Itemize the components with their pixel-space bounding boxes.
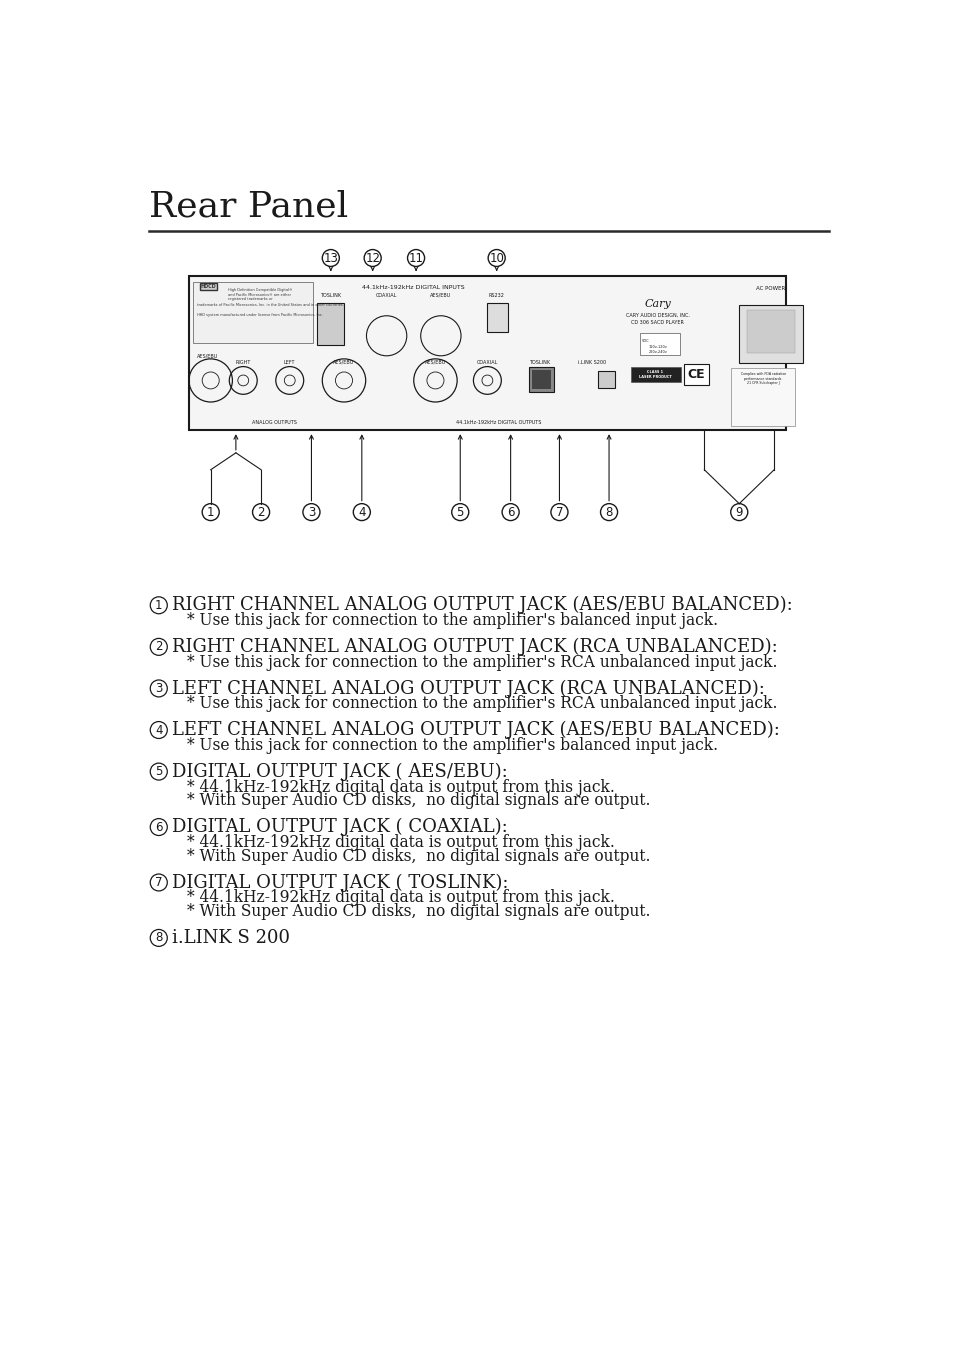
Text: 12: 12 xyxy=(365,252,380,264)
Text: 4: 4 xyxy=(357,506,365,519)
Bar xyxy=(189,276,785,430)
Text: 1: 1 xyxy=(154,599,162,612)
Text: * Use this jack for connection to the amplifier's RCA unbalanced input jack.: * Use this jack for connection to the am… xyxy=(187,654,777,671)
Text: TOSLINK: TOSLINK xyxy=(320,293,341,298)
Text: trademarks of Pacific Microsonics, Inc. in the United States and in other countr: trademarks of Pacific Microsonics, Inc. … xyxy=(196,303,343,307)
Text: TOSLINK: TOSLINK xyxy=(528,360,549,365)
Text: AES/EBU: AES/EBU xyxy=(424,360,446,365)
Text: 4: 4 xyxy=(154,724,162,736)
Bar xyxy=(486,303,508,332)
Text: COAXIAL: COAXIAL xyxy=(476,360,497,365)
Text: 220v-240v: 220v-240v xyxy=(648,350,667,355)
Bar xyxy=(746,310,794,353)
Text: AC POWER: AC POWER xyxy=(755,287,784,291)
Text: 2: 2 xyxy=(257,506,265,519)
Text: DIGITAL OUTPUT JACK ( COAXIAL):: DIGITAL OUTPUT JACK ( COAXIAL): xyxy=(172,818,507,836)
Text: * With Super Audio CD disks,  no digital signals are output.: * With Super Audio CD disks, no digital … xyxy=(187,793,650,809)
Text: AES/EBU: AES/EBU xyxy=(196,353,218,359)
Text: 5: 5 xyxy=(155,766,162,778)
Text: * 44.1kHz-192kHz digital data is output from this jack.: * 44.1kHz-192kHz digital data is output … xyxy=(187,834,615,851)
Text: 2: 2 xyxy=(154,640,162,654)
Text: * With Super Audio CD disks,  no digital signals are output.: * With Super Audio CD disks, no digital … xyxy=(187,903,650,921)
Text: High Definition Compatible Digital®
and Pacific Microsonics® are either
register: High Definition Compatible Digital® and … xyxy=(228,288,292,301)
Text: 11: 11 xyxy=(408,252,423,264)
Text: * Use this jack for connection to the amplifier's RCA unbalanced input jack.: * Use this jack for connection to the am… xyxy=(187,696,777,712)
Text: CD 306 SACD PLAYER: CD 306 SACD PLAYER xyxy=(631,321,683,325)
Text: 10: 10 xyxy=(489,252,503,264)
Text: LEFT CHANNEL ANALOG OUTPUT JACK (AES/EBU BALANCED):: LEFT CHANNEL ANALOG OUTPUT JACK (AES/EBU… xyxy=(172,721,779,739)
Text: Rear Panel: Rear Panel xyxy=(149,190,348,224)
Text: 110v-120v: 110v-120v xyxy=(648,345,667,349)
Text: CARY AUDIO DESIGN, INC.: CARY AUDIO DESIGN, INC. xyxy=(625,313,689,318)
Text: 13: 13 xyxy=(323,252,338,264)
Text: * Use this jack for connection to the amplifier's balanced input jack.: * Use this jack for connection to the am… xyxy=(187,737,718,754)
Text: VDC: VDC xyxy=(641,338,649,342)
Text: DIGITAL OUTPUT JACK ( AES/EBU):: DIGITAL OUTPUT JACK ( AES/EBU): xyxy=(172,763,507,780)
Text: 1: 1 xyxy=(207,506,214,519)
Text: 9: 9 xyxy=(735,506,742,519)
Bar xyxy=(193,282,313,344)
Text: DIGITAL OUTPUT JACK ( TOSLINK):: DIGITAL OUTPUT JACK ( TOSLINK): xyxy=(172,874,508,891)
Text: 8: 8 xyxy=(605,506,612,519)
Text: HDCD: HDCD xyxy=(200,284,216,288)
Text: Complies with FDA radiation
performance standards.
21 CFR Subchapter J: Complies with FDA radiation performance … xyxy=(740,372,785,386)
Text: 8: 8 xyxy=(155,931,162,945)
Text: * With Super Audio CD disks,  no digital signals are output.: * With Super Audio CD disks, no digital … xyxy=(187,848,650,865)
Text: HHD system manufactured under license from Pacific Microsonics, Inc.: HHD system manufactured under license fr… xyxy=(196,313,322,317)
Text: 6: 6 xyxy=(506,506,514,519)
Text: AES/EBU: AES/EBU xyxy=(333,360,355,365)
Text: * 44.1kHz-192kHz digital data is output from this jack.: * 44.1kHz-192kHz digital data is output … xyxy=(187,779,615,795)
Bar xyxy=(630,367,680,381)
Text: RS232: RS232 xyxy=(488,293,504,298)
Text: AES/EBU: AES/EBU xyxy=(430,293,451,298)
Text: i.LINK S 200: i.LINK S 200 xyxy=(172,929,290,946)
Text: 3: 3 xyxy=(155,682,162,696)
Text: RIGHT CHANNEL ANALOG OUTPUT JACK (AES/EBU BALANCED):: RIGHT CHANNEL ANALOG OUTPUT JACK (AES/EB… xyxy=(172,596,792,615)
Text: CLASS 1
LASER PRODUCT: CLASS 1 LASER PRODUCT xyxy=(639,369,671,379)
Text: ANALOG OUTPUTS: ANALOG OUTPUTS xyxy=(252,421,296,426)
Bar xyxy=(529,368,554,392)
Text: i.LINK S200: i.LINK S200 xyxy=(578,360,605,365)
Text: CE: CE xyxy=(687,368,704,380)
Text: 7: 7 xyxy=(555,506,562,519)
Text: * 44.1kHz-192kHz digital data is output from this jack.: * 44.1kHz-192kHz digital data is output … xyxy=(187,890,615,906)
Text: COAXIAL: COAXIAL xyxy=(375,293,396,298)
Bar xyxy=(316,303,344,345)
Text: 44.1kHz-192kHz DIGITAL OUTPUTS: 44.1kHz-192kHz DIGITAL OUTPUTS xyxy=(456,421,541,426)
Text: * Use this jack for connection to the amplifier's balanced input jack.: * Use this jack for connection to the am… xyxy=(187,612,718,630)
Text: 6: 6 xyxy=(154,821,162,833)
Bar xyxy=(739,305,802,363)
Bar xyxy=(532,371,550,390)
Text: LEFT: LEFT xyxy=(284,360,295,365)
Text: LEFT CHANNEL ANALOG OUTPUT JACK (RCA UNBALANCED):: LEFT CHANNEL ANALOG OUTPUT JACK (RCA UNB… xyxy=(172,679,764,697)
Text: RIGHT: RIGHT xyxy=(235,360,251,365)
Text: 3: 3 xyxy=(308,506,314,519)
Bar xyxy=(731,368,794,426)
Bar xyxy=(639,333,679,355)
Text: Cary: Cary xyxy=(644,299,671,309)
Text: RIGHT CHANNEL ANALOG OUTPUT JACK (RCA UNBALANCED):: RIGHT CHANNEL ANALOG OUTPUT JACK (RCA UN… xyxy=(172,638,777,656)
Text: 5: 5 xyxy=(456,506,463,519)
Text: 44.1kHz-192kHz DIGITAL INPUTS: 44.1kHz-192kHz DIGITAL INPUTS xyxy=(362,284,464,290)
Text: 7: 7 xyxy=(154,876,162,888)
Bar xyxy=(598,371,615,388)
